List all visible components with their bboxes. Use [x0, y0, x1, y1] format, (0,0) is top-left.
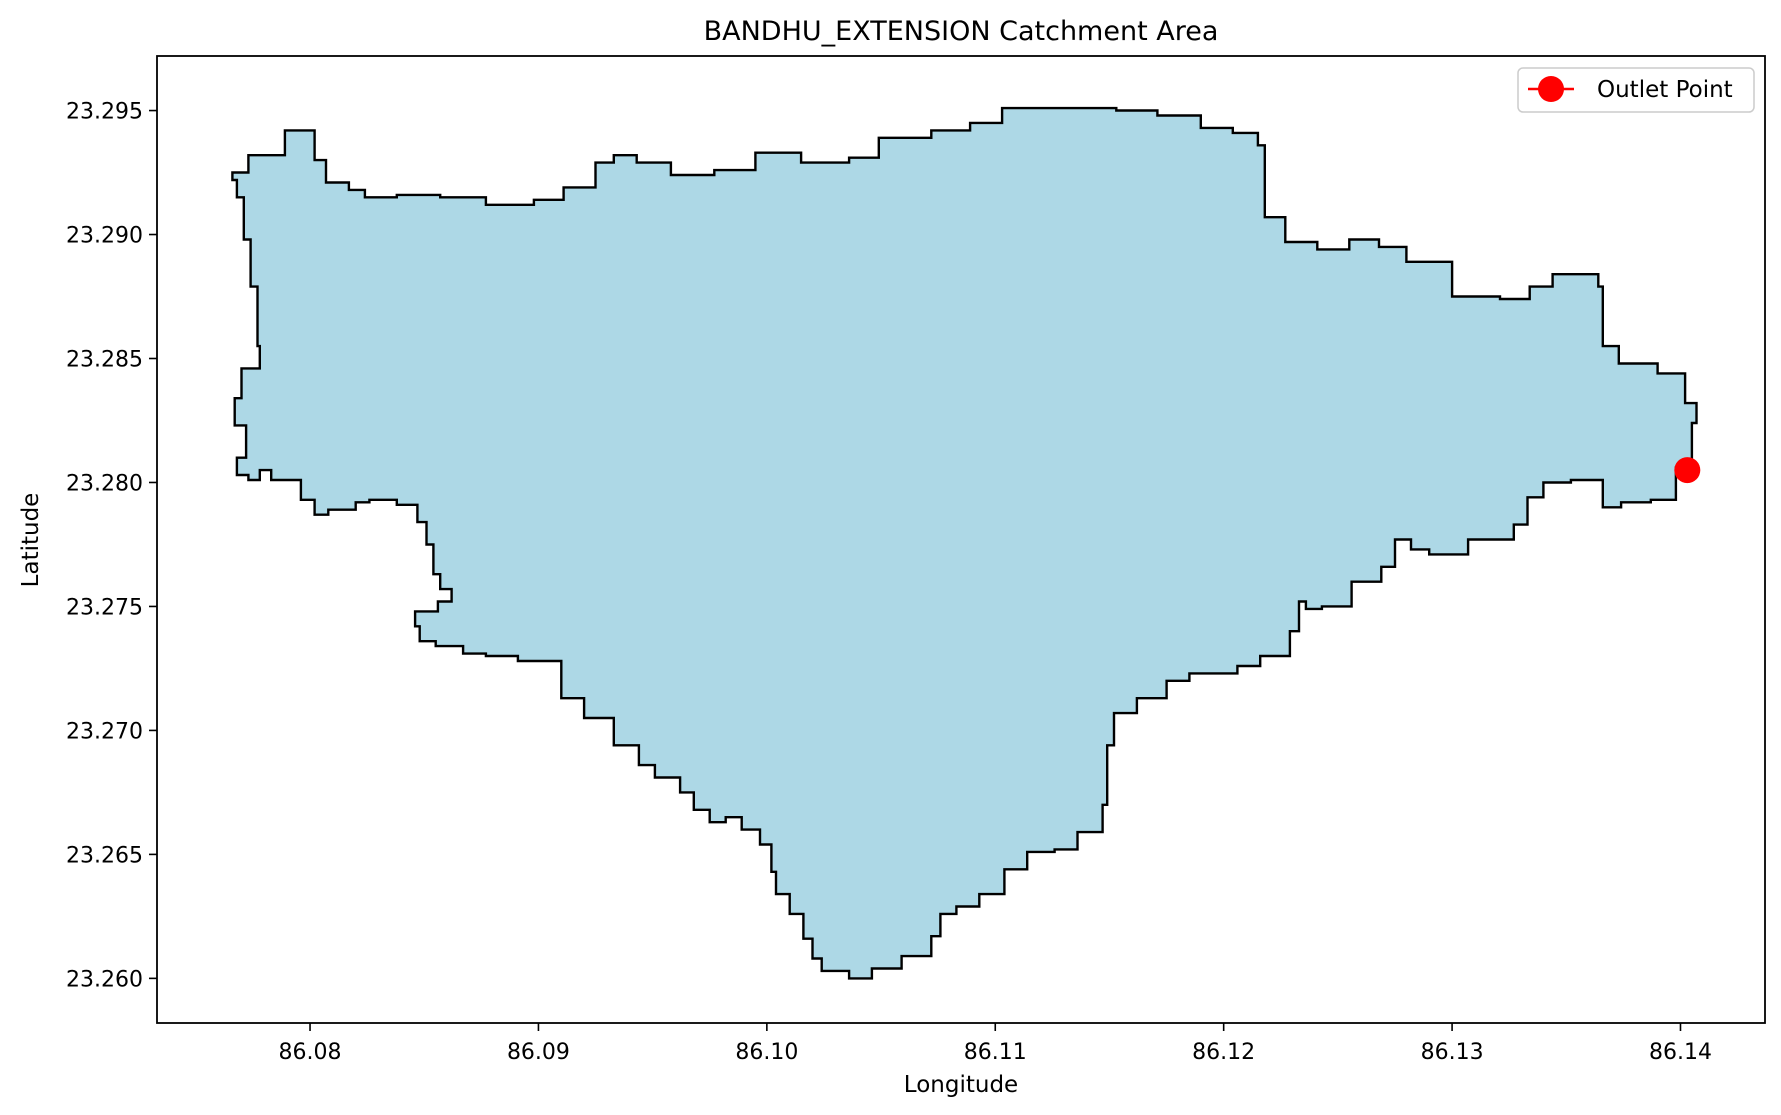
- y-tick-label: 23.295: [66, 100, 143, 125]
- x-tick-label: 86.08: [279, 1040, 342, 1065]
- legend: Outlet Point: [1517, 67, 1755, 113]
- x-axis-label: Longitude: [904, 1072, 1018, 1098]
- legend-outlet-marker: [1538, 76, 1564, 102]
- x-tick-label: 86.13: [1421, 1040, 1484, 1065]
- y-tick-label: 23.290: [66, 224, 143, 249]
- outlet-point-marker: [1674, 457, 1701, 484]
- y-axis-ticks: 23.260 23.265 23.270 23.275 23.280 23.285 23.2…: [66, 100, 157, 992]
- x-tick-label: 86.14: [1649, 1040, 1712, 1065]
- plot-area: [231, 106, 1701, 980]
- x-axis-ticks: 86.08 86.09 86.10 86.11 86.12 86.13 86.14: [279, 1023, 1712, 1065]
- x-tick-label: 86.09: [507, 1040, 570, 1065]
- y-tick-label: 23.280: [66, 471, 143, 496]
- y-tick-label: 23.260: [66, 967, 143, 992]
- y-tick-label: 23.270: [66, 719, 143, 744]
- x-tick-label: 86.11: [964, 1040, 1027, 1065]
- y-tick-label: 23.265: [66, 843, 143, 868]
- y-tick-label: 23.285: [66, 347, 143, 372]
- x-tick-label: 86.12: [1192, 1040, 1255, 1065]
- legend-box: [1517, 67, 1755, 113]
- y-tick-label: 23.275: [66, 595, 143, 620]
- y-axis-label: Latitude: [18, 493, 44, 588]
- legend-outlet-label: Outlet Point: [1597, 77, 1733, 103]
- x-tick-label: 86.10: [735, 1040, 798, 1065]
- chart-title: BANDHU_EXTENSION Catchment Area: [704, 16, 1219, 47]
- catchment-area-polygon: [231, 106, 1698, 980]
- plot-frame: [156, 55, 1766, 1024]
